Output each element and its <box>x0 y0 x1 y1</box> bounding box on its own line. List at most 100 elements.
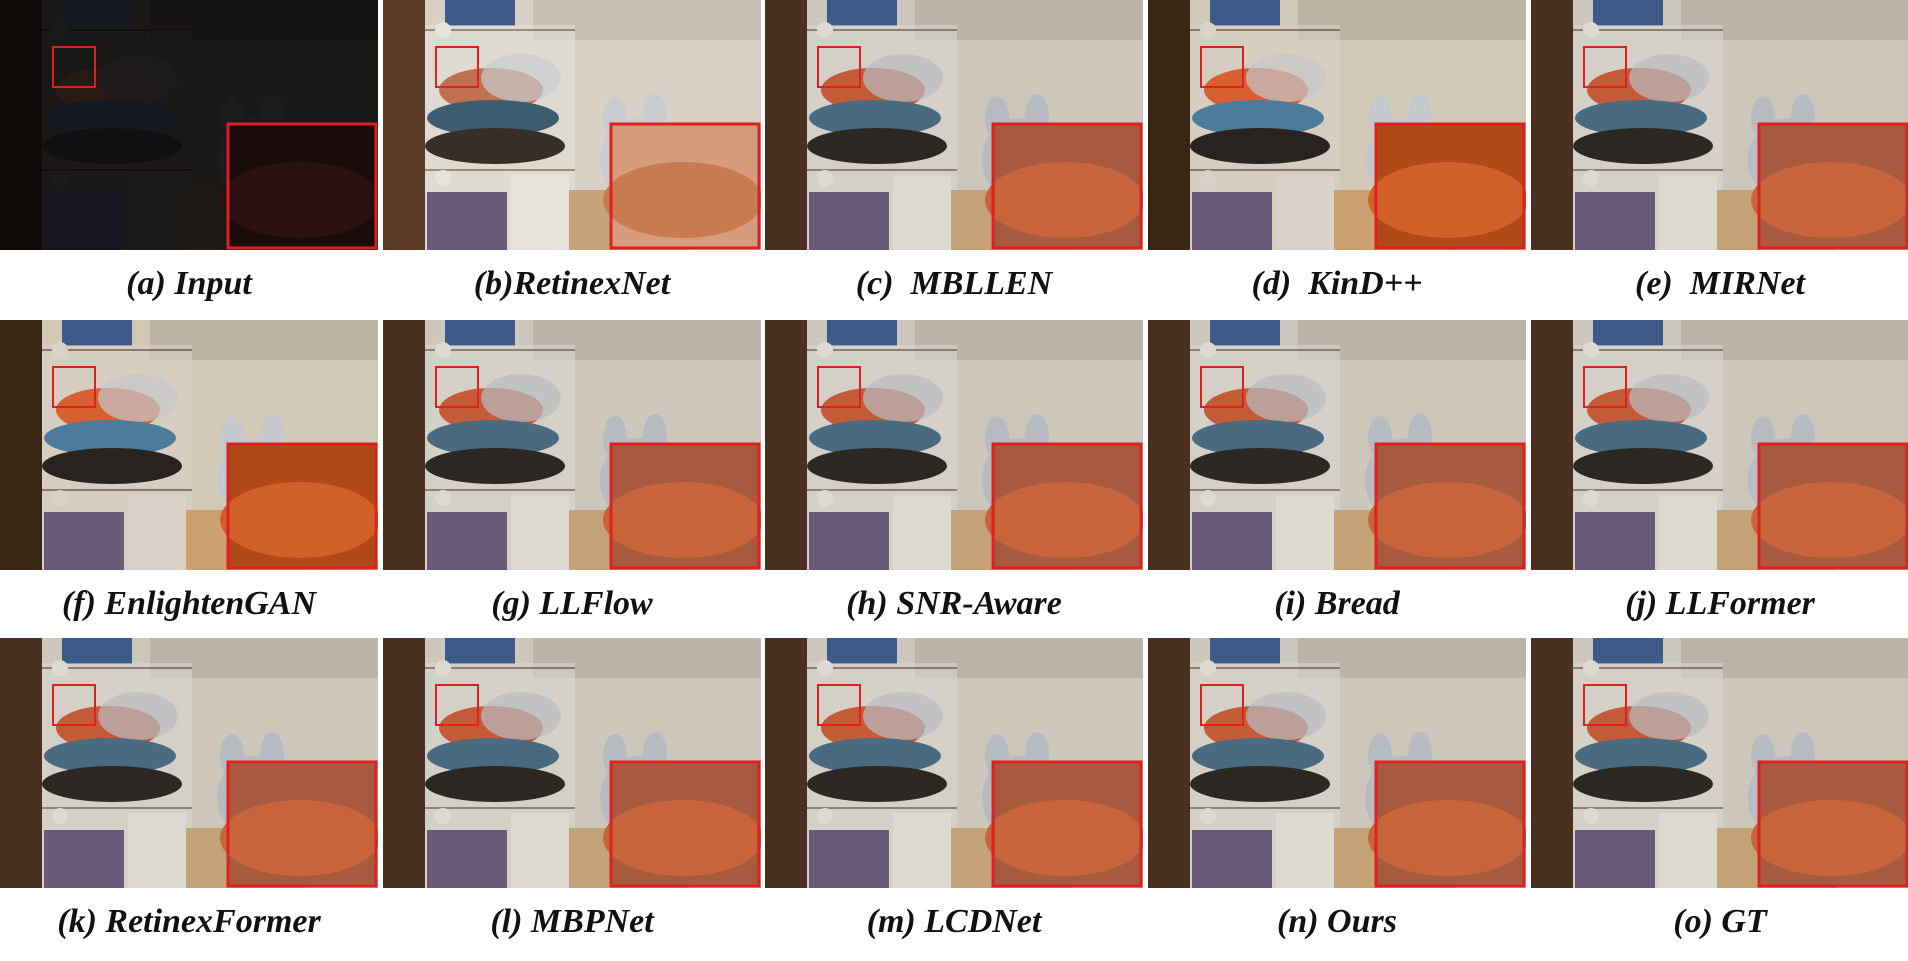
folded-cloth <box>1190 128 1330 164</box>
zoom-inset-border <box>226 122 378 250</box>
shelf-knob <box>52 660 68 676</box>
scene-illustration <box>383 0 761 250</box>
shelf-knob <box>817 342 833 358</box>
panel-image <box>1148 0 1526 250</box>
zoom-region-box <box>435 684 479 726</box>
folded-cloth <box>1190 766 1330 802</box>
wooden-frame <box>1148 638 1190 888</box>
poster <box>827 0 897 26</box>
shelf-knob <box>52 342 68 358</box>
folded-cloth <box>809 738 941 774</box>
panel-image <box>383 638 761 888</box>
folded-cloth <box>1573 128 1713 164</box>
wooden-frame <box>765 638 807 888</box>
shelf-knob <box>1583 170 1599 186</box>
zoom-region-box <box>1200 684 1244 726</box>
panel-caption: (n) Ours <box>1277 903 1397 940</box>
wooden-frame <box>1531 320 1573 570</box>
lower-cloth <box>427 192 507 250</box>
panel-caption: (h) SNR-Aware <box>846 585 1062 622</box>
folded-cloth <box>1192 420 1324 456</box>
white-box <box>511 175 569 250</box>
panel-caption: (l) MBPNet <box>490 903 654 940</box>
lower-cloth <box>809 192 889 250</box>
zoom-region-box <box>1200 366 1244 408</box>
shelf-knob <box>1583 490 1599 506</box>
scene-illustration <box>0 0 378 250</box>
white-box <box>128 175 186 250</box>
zoom-inset-cloth <box>985 162 1143 238</box>
picture-frame <box>205 638 378 648</box>
folded-cloth <box>1573 448 1713 484</box>
panel-image <box>383 320 761 570</box>
shelf-knob <box>1200 22 1216 38</box>
wooden-frame <box>0 320 42 570</box>
picture-frame <box>205 0 378 10</box>
folded-cloth <box>427 420 559 456</box>
poster <box>1210 320 1280 346</box>
lower-cloth <box>1575 830 1655 888</box>
folded-cloth <box>42 448 182 484</box>
poster <box>62 638 132 664</box>
zoom-inset-cloth <box>1368 162 1526 238</box>
shelf-knob <box>1200 342 1216 358</box>
shelf-knob <box>1583 808 1599 824</box>
scene-illustration <box>1531 0 1908 250</box>
picture-frame <box>588 320 761 330</box>
panel-caption: (i) Bread <box>1274 585 1400 622</box>
shelf-knob <box>52 808 68 824</box>
lower-cloth <box>1575 192 1655 250</box>
folded-cloth <box>42 766 182 802</box>
folded-cloth <box>427 100 559 136</box>
poster <box>1593 0 1663 26</box>
folded-cloth <box>44 420 176 456</box>
panel-caption: (j) LLFormer <box>1625 585 1815 622</box>
zoom-inset-cloth <box>220 162 378 238</box>
folded-cloth <box>1190 448 1330 484</box>
folded-cloth <box>44 738 176 774</box>
panel-caption: (e) MIRNet <box>1635 265 1805 302</box>
panel-image <box>1531 638 1908 888</box>
panel-caption: (k) RetinexFormer <box>57 903 321 940</box>
zoom-inset-border <box>991 442 1143 570</box>
panel-image <box>383 0 761 250</box>
white-box <box>1276 175 1334 250</box>
zoom-inset-border <box>609 122 761 250</box>
folded-cloth <box>1192 738 1324 774</box>
zoom-region-box <box>817 684 861 726</box>
picture-frame <box>588 0 761 10</box>
zoom-inset-cloth <box>985 482 1143 558</box>
zoom-region-box <box>435 46 479 88</box>
zoom-inset-border <box>1374 760 1526 888</box>
zoom-inset-border <box>1374 442 1526 570</box>
zoom-region-box <box>817 366 861 408</box>
scene-illustration <box>383 638 761 888</box>
zoom-inset-cloth <box>985 800 1143 876</box>
picture-frame <box>970 638 1143 648</box>
zoom-inset-border <box>1374 122 1526 250</box>
panel-caption: (c) MBLLEN <box>855 265 1053 302</box>
panel-image <box>765 0 1143 250</box>
lower-cloth <box>1192 512 1272 570</box>
shelf-knob <box>435 490 451 506</box>
white-box <box>1276 813 1334 888</box>
zoom-region-box <box>52 46 96 88</box>
wooden-frame <box>383 0 425 250</box>
white-box <box>893 813 951 888</box>
folded-cloth <box>481 54 561 102</box>
shelf-knob <box>435 808 451 824</box>
scene-illustration <box>765 320 1143 570</box>
folded-cloth <box>807 128 947 164</box>
white-box <box>511 495 569 570</box>
folded-cloth <box>863 54 943 102</box>
zoom-inset-cloth <box>603 162 761 238</box>
zoom-inset-border <box>991 122 1143 250</box>
picture-frame <box>1736 320 1908 330</box>
wooden-frame <box>1531 0 1573 250</box>
zoom-region-box <box>1583 366 1627 408</box>
zoom-inset-border <box>226 760 378 888</box>
shelf-knob <box>435 660 451 676</box>
folded-cloth <box>863 374 943 422</box>
shelf-knob <box>817 660 833 676</box>
